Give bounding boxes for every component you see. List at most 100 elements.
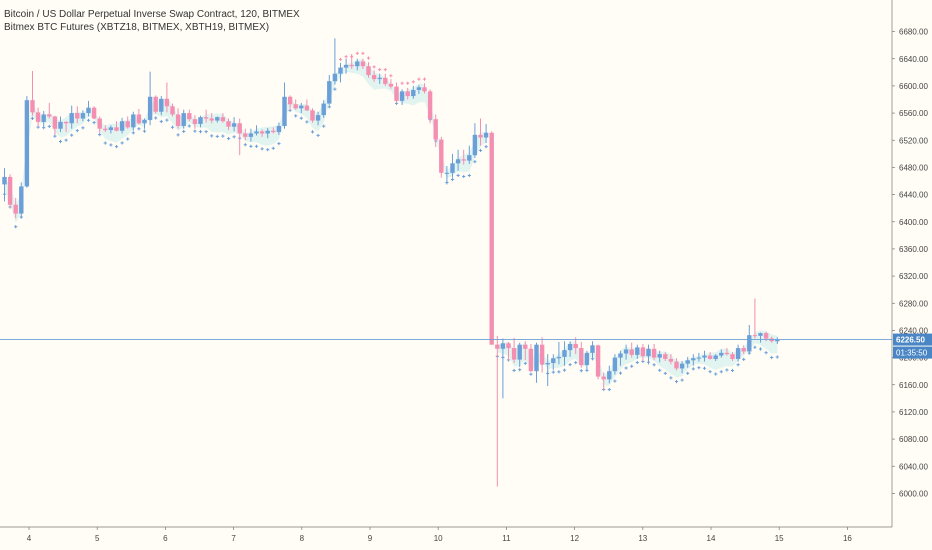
candle-body[interactable] — [674, 361, 679, 369]
candle-body[interactable] — [198, 117, 203, 124]
candle-body[interactable] — [724, 352, 730, 355]
candle-body[interactable] — [136, 114, 142, 124]
candle-body[interactable] — [573, 344, 578, 349]
indicator-title[interactable]: Bitmex BTC Futures (XBTZ18, BITMEX, XBTH… — [4, 22, 270, 33]
candle-body[interactable] — [483, 132, 489, 138]
candle-body[interactable] — [97, 118, 102, 129]
candle-body[interactable] — [679, 363, 685, 369]
candle-body[interactable] — [13, 204, 18, 214]
candle-body[interactable] — [427, 91, 433, 120]
candle-body[interactable] — [763, 333, 769, 339]
candle-body[interactable] — [153, 96, 158, 112]
candle-body[interactable] — [495, 344, 500, 349]
candle-body[interactable] — [349, 64, 354, 67]
candle-body[interactable] — [399, 91, 405, 101]
candle-body[interactable] — [30, 100, 35, 113]
candle-body[interactable] — [595, 345, 601, 377]
candle-body[interactable] — [332, 73, 338, 82]
candle-body[interactable] — [114, 127, 119, 131]
candle-body[interactable] — [416, 87, 422, 90]
candle-body[interactable] — [394, 86, 399, 101]
candle-body[interactable] — [455, 159, 461, 164]
candle-body[interactable] — [668, 358, 674, 362]
candle-body[interactable] — [187, 113, 192, 120]
main-series-title[interactable]: Bitcoin / US Dollar Perpetual Inverse Sw… — [4, 9, 300, 20]
candle-body[interactable] — [47, 114, 52, 117]
candle-body[interactable] — [629, 349, 634, 355]
candle-body[interactable] — [472, 134, 478, 156]
candle-body[interactable] — [735, 348, 741, 359]
candle-body[interactable] — [52, 116, 58, 129]
candle-body[interactable] — [579, 348, 584, 366]
candle-body[interactable] — [159, 98, 164, 112]
candle-body[interactable] — [618, 353, 623, 358]
candle-body[interactable] — [203, 117, 209, 119]
candle-body[interactable] — [696, 357, 702, 359]
candle-body[interactable] — [58, 121, 63, 129]
candle-body[interactable] — [635, 347, 640, 355]
candle-body[interactable] — [220, 117, 226, 122]
candle-body[interactable] — [713, 355, 718, 359]
candle-body[interactable] — [131, 114, 136, 128]
candle-body[interactable] — [752, 335, 758, 337]
candle-body[interactable] — [41, 114, 46, 122]
candle-body[interactable] — [310, 110, 315, 121]
candle-body[interactable] — [175, 114, 181, 126]
candle-body[interactable] — [371, 75, 377, 80]
candle-body[interactable] — [461, 159, 466, 161]
candle-body[interactable] — [299, 105, 304, 109]
candle-body[interactable] — [259, 131, 265, 134]
candle-body[interactable] — [422, 87, 427, 92]
candle-body[interactable] — [248, 133, 254, 137]
candle-body[interactable] — [607, 371, 612, 380]
candle-body[interactable] — [388, 83, 394, 87]
candle-body[interactable] — [651, 348, 657, 358]
candle-body[interactable] — [601, 376, 606, 380]
candle-body[interactable] — [707, 355, 713, 359]
candle-body[interactable] — [69, 113, 74, 124]
candle-body[interactable] — [243, 133, 248, 137]
candle-body[interactable] — [562, 350, 567, 357]
candle-body[interactable] — [287, 96, 293, 105]
candle-body[interactable] — [237, 123, 242, 134]
candle-body[interactable] — [719, 352, 724, 356]
candle-body[interactable] — [556, 356, 562, 359]
candle-body[interactable] — [103, 128, 108, 131]
candle-body[interactable] — [215, 117, 220, 121]
candle-body[interactable] — [528, 348, 534, 372]
candle-body[interactable] — [91, 107, 97, 119]
candle-body[interactable] — [63, 121, 69, 124]
candle-body[interactable] — [685, 360, 690, 364]
candle-body[interactable] — [741, 348, 746, 352]
candle-body[interactable] — [478, 134, 483, 138]
candle-body[interactable] — [691, 358, 696, 361]
candle-body[interactable] — [411, 89, 416, 97]
candle-body[interactable] — [758, 333, 763, 336]
candle-body[interactable] — [506, 343, 511, 349]
candle-body[interactable] — [702, 355, 707, 358]
candle-body[interactable] — [315, 115, 321, 121]
candle-body[interactable] — [181, 113, 186, 126]
candle-body[interactable] — [612, 357, 618, 372]
candle-body[interactable] — [355, 61, 360, 67]
candle-body[interactable] — [282, 96, 287, 126]
candle-body[interactable] — [170, 106, 175, 115]
candle-body[interactable] — [383, 77, 388, 84]
price-badge[interactable] — [893, 333, 932, 346]
candle-body[interactable] — [24, 100, 30, 187]
candle-body[interactable] — [439, 139, 444, 173]
candle-body[interactable] — [567, 344, 573, 351]
candle-body[interactable] — [276, 125, 282, 133]
candle-body[interactable] — [147, 96, 153, 120]
candle-body[interactable] — [467, 155, 472, 161]
candle-body[interactable] — [209, 118, 214, 121]
candle-body[interactable] — [730, 354, 735, 359]
candle-body[interactable] — [75, 113, 80, 119]
candle-body[interactable] — [293, 104, 298, 109]
candle-body[interactable] — [80, 113, 86, 119]
candle-body[interactable] — [584, 352, 590, 366]
candle-body[interactable] — [254, 131, 259, 134]
candle-body[interactable] — [511, 348, 517, 360]
